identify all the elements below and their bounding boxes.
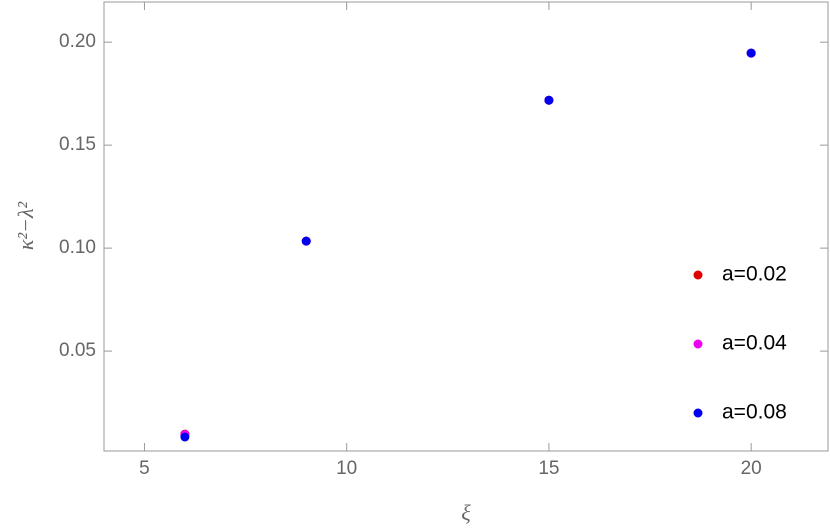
x-tick-label: 5 xyxy=(139,458,150,479)
point xyxy=(301,236,311,246)
legend-label: a=0.08 xyxy=(722,401,787,424)
point xyxy=(544,95,554,105)
plot-frame xyxy=(103,1,829,452)
legend-marker xyxy=(693,408,703,418)
y-tick-label: 0.05 xyxy=(59,340,96,361)
x-tick-label: 10 xyxy=(336,458,357,479)
y-axis-label: κ²−λ² xyxy=(13,202,38,251)
point xyxy=(180,432,190,442)
legend-label: a=0.02 xyxy=(722,263,787,286)
y-tick-label: 0.15 xyxy=(59,134,96,155)
y-tick-label: 0.10 xyxy=(59,237,96,258)
legend-marker xyxy=(693,339,703,349)
y-tick-label: 0.20 xyxy=(59,31,96,52)
x-axis-label: ξ xyxy=(461,500,471,525)
legend-marker xyxy=(693,270,703,280)
x-tick-label: 15 xyxy=(538,458,559,479)
point xyxy=(746,48,756,58)
x-tick-label: 20 xyxy=(741,458,762,479)
legend-label: a=0.04 xyxy=(722,332,787,355)
